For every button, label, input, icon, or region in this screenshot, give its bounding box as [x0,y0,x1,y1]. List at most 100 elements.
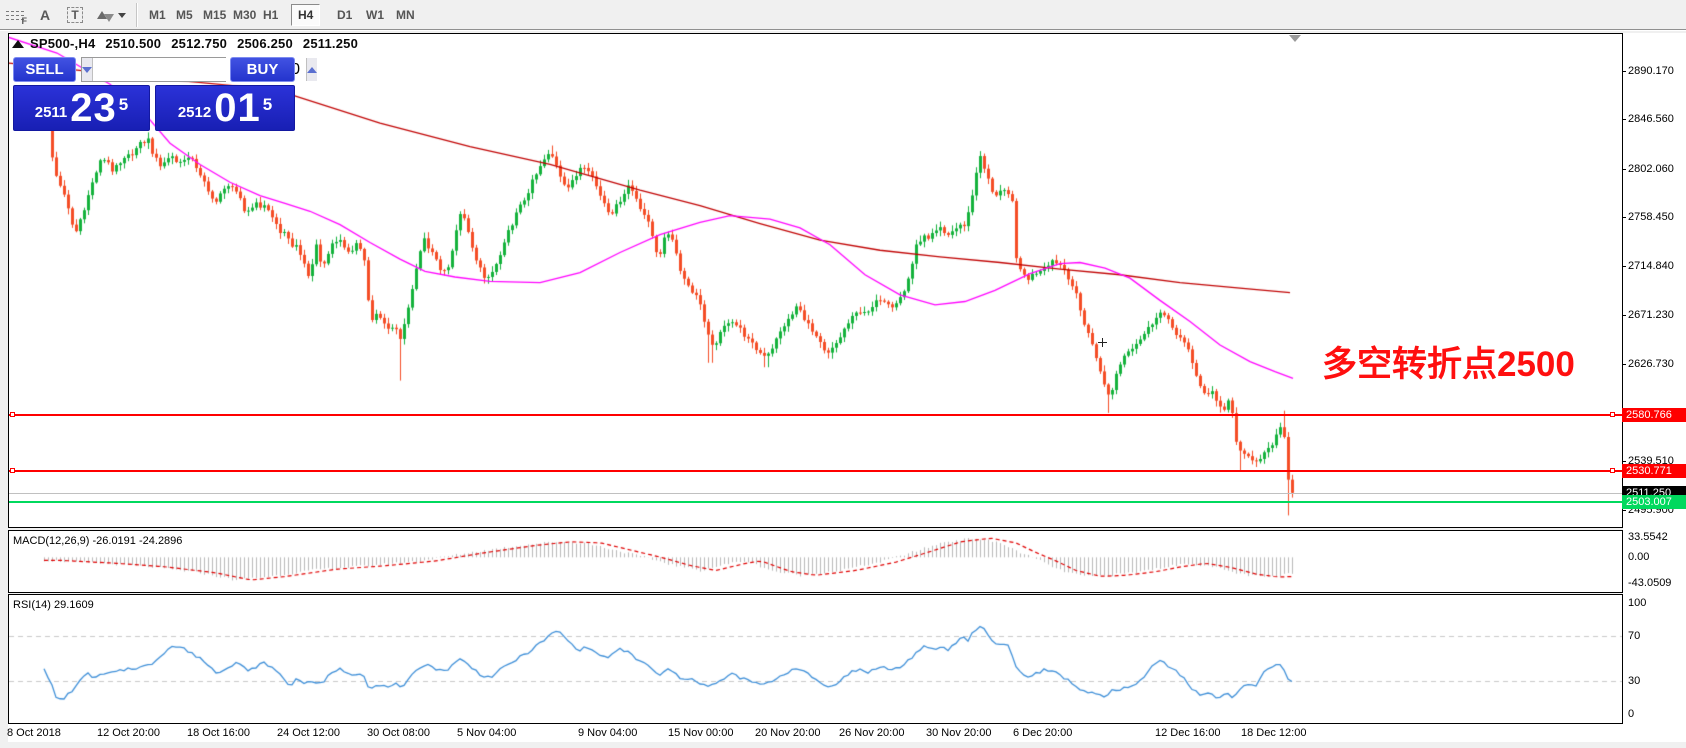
time-axis-label: 30 Oct 08:00 [367,727,430,739]
price-tick-mark [1622,364,1626,366]
ohlc-high: 2512.750 [171,36,228,51]
rsi-value: 29.1609 [53,599,94,611]
triangle-up-icon [307,66,317,73]
hline-anchor-square[interactable] [1610,412,1615,417]
chevron-down-icon [117,12,126,18]
price-tick-mark [1622,314,1626,316]
price-tick-mark [1622,461,1626,463]
object-anchor-cross-icon[interactable] [1098,338,1107,347]
price-tick-label: 2890.170 [1628,64,1674,77]
sell-quote-box[interactable]: 2511 23 5 [13,85,150,131]
rsi-scale-label: 30 [1628,674,1641,687]
price-tick-mark [1622,509,1626,511]
chart-shift-marker-icon[interactable] [1289,35,1301,42]
price-tick-mark [1622,217,1626,219]
arrows-tool-icon[interactable] [94,3,128,27]
hline-anchor-square[interactable] [1610,468,1615,473]
timeframe-button-h1[interactable]: H1 [263,8,279,22]
time-axis-label: 12 Dec 16:00 [1155,727,1221,739]
rsi-name: RSI(14) [13,599,51,611]
price-tick-label: 2714.840 [1628,260,1674,273]
arrow-up-glyph [96,11,107,19]
rsi-indicator-canvas[interactable] [9,595,1622,722]
macd-label: MACD(12,26,9) -26.0191 -24.2896 [13,535,182,547]
volume-decrease-button[interactable] [82,58,93,81]
rsi-scale-label: 100 [1628,596,1647,609]
volume-stepper [81,57,317,82]
fibonacci-lines-glyph: F [6,8,27,26]
arrow-down-glyph [103,14,114,22]
hline-anchor-square[interactable] [10,468,15,473]
timeframe-button-m1[interactable]: M1 [149,8,166,22]
hline-anchor-square[interactable] [10,412,15,417]
hline-2580.766[interactable] [9,414,1622,416]
buy-quote-box[interactable]: 2512 01 5 [155,85,295,131]
time-axis-label: 9 Nov 04:00 [578,727,638,739]
price-tick-label: 2626.730 [1628,358,1674,371]
price-tick-mark [1622,266,1626,268]
time-axis-area [8,724,1686,742]
macd-scale-label: -43.0509 [1628,577,1672,590]
ohlc-open: 2510.500 [105,36,162,51]
time-axis-label: 15 Nov 00:00 [668,727,734,739]
timeframe-button-d1[interactable]: D1 [337,8,353,22]
time-axis-label: 20 Nov 20:00 [755,727,821,739]
chart-header: SP500-,H4 2510.500 2512.750 2506.250 2511.25… [12,36,358,51]
timeframe-button-m15[interactable]: M15 [203,8,227,22]
sell-price-prefix: 2511 [34,104,68,121]
macd-scale-label: 33.5542 [1628,531,1668,544]
toolbar: F A T M1 M5 M15 M30 H1 H4 D1 W1 MN [0,0,1686,30]
buy-button[interactable]: BUY [230,57,295,82]
rsi-scale-label: 70 [1628,630,1641,643]
price-axis-area [1623,33,1686,724]
triangle-down-icon [82,66,92,73]
rsi-label: RSI(14) 29.1609 [13,599,94,611]
ohlc-low: 2506.250 [237,36,293,51]
sell-button[interactable]: SELL [13,57,76,82]
time-axis-label: 24 Oct 12:00 [277,727,340,739]
timeframe-button-h4[interactable]: H4 [291,4,321,26]
price-badge-2503.007: 2503.007 [1622,495,1686,509]
macd-value-1: -26.0191 [92,535,136,547]
symbol-name: SP500-,H4 [30,36,96,51]
macd-scale-label: 0.00 [1628,551,1650,564]
timeframe-button-m30[interactable]: M30 [233,8,257,22]
time-axis-label: 18 Dec 12:00 [1241,727,1307,739]
price-tick-mark [1622,70,1626,72]
buy-price-sup: 5 [262,95,273,114]
time-axis-label: 5 Nov 04:00 [457,727,517,739]
price-tick-label: 2802.060 [1628,162,1674,175]
symbol-triangle-icon [12,40,24,48]
trade-panel-controls: SELL BUY [13,57,317,82]
price-tick-label: 2671.230 [1628,308,1674,321]
time-axis-label: 26 Nov 20:00 [839,727,905,739]
sell-price-sup: 5 [118,95,129,114]
hline-2530.771[interactable] [9,470,1622,472]
macd-indicator-canvas[interactable] [9,531,1622,592]
one-click-trade-panel: SELL BUY 2511 23 5 2512 01 5 [13,57,317,131]
fibonacci-tool-icon[interactable]: F [2,3,28,27]
time-axis-label: 6 Dec 20:00 [1013,727,1073,739]
timeframe-button-mn[interactable]: MN [396,8,415,22]
rsi-scale-label: 0 [1628,708,1635,721]
price-tick-mark [1622,119,1626,121]
time-axis-label: 30 Nov 20:00 [926,727,992,739]
time-axis-label: 18 Oct 16:00 [187,727,250,739]
timeframe-button-w1[interactable]: W1 [366,8,384,22]
macd-name: MACD(12,26,9) [13,535,90,547]
price-badge-2530.771: 2530.771 [1622,464,1686,478]
buy-price-big: 01 [214,86,261,130]
volume-increase-button[interactable] [306,58,317,81]
hline-2511.25[interactable] [9,493,1622,494]
ohlc-close: 2511.250 [302,36,358,51]
macd-value-2: -24.2896 [138,535,183,547]
text-box-tool-icon[interactable]: T [62,3,88,27]
time-axis-label: 8 Oct 2018 [7,727,61,739]
trade-panel-quotes: 2511 23 5 2512 01 5 [13,85,295,131]
price-tick-label: 2846.560 [1628,113,1674,126]
price-tick-label: 2758.450 [1628,211,1674,224]
timeframe-button-m5[interactable]: M5 [176,8,193,22]
hline-2503.007[interactable] [9,501,1622,503]
text-label-tool-icon[interactable]: A [39,7,51,23]
